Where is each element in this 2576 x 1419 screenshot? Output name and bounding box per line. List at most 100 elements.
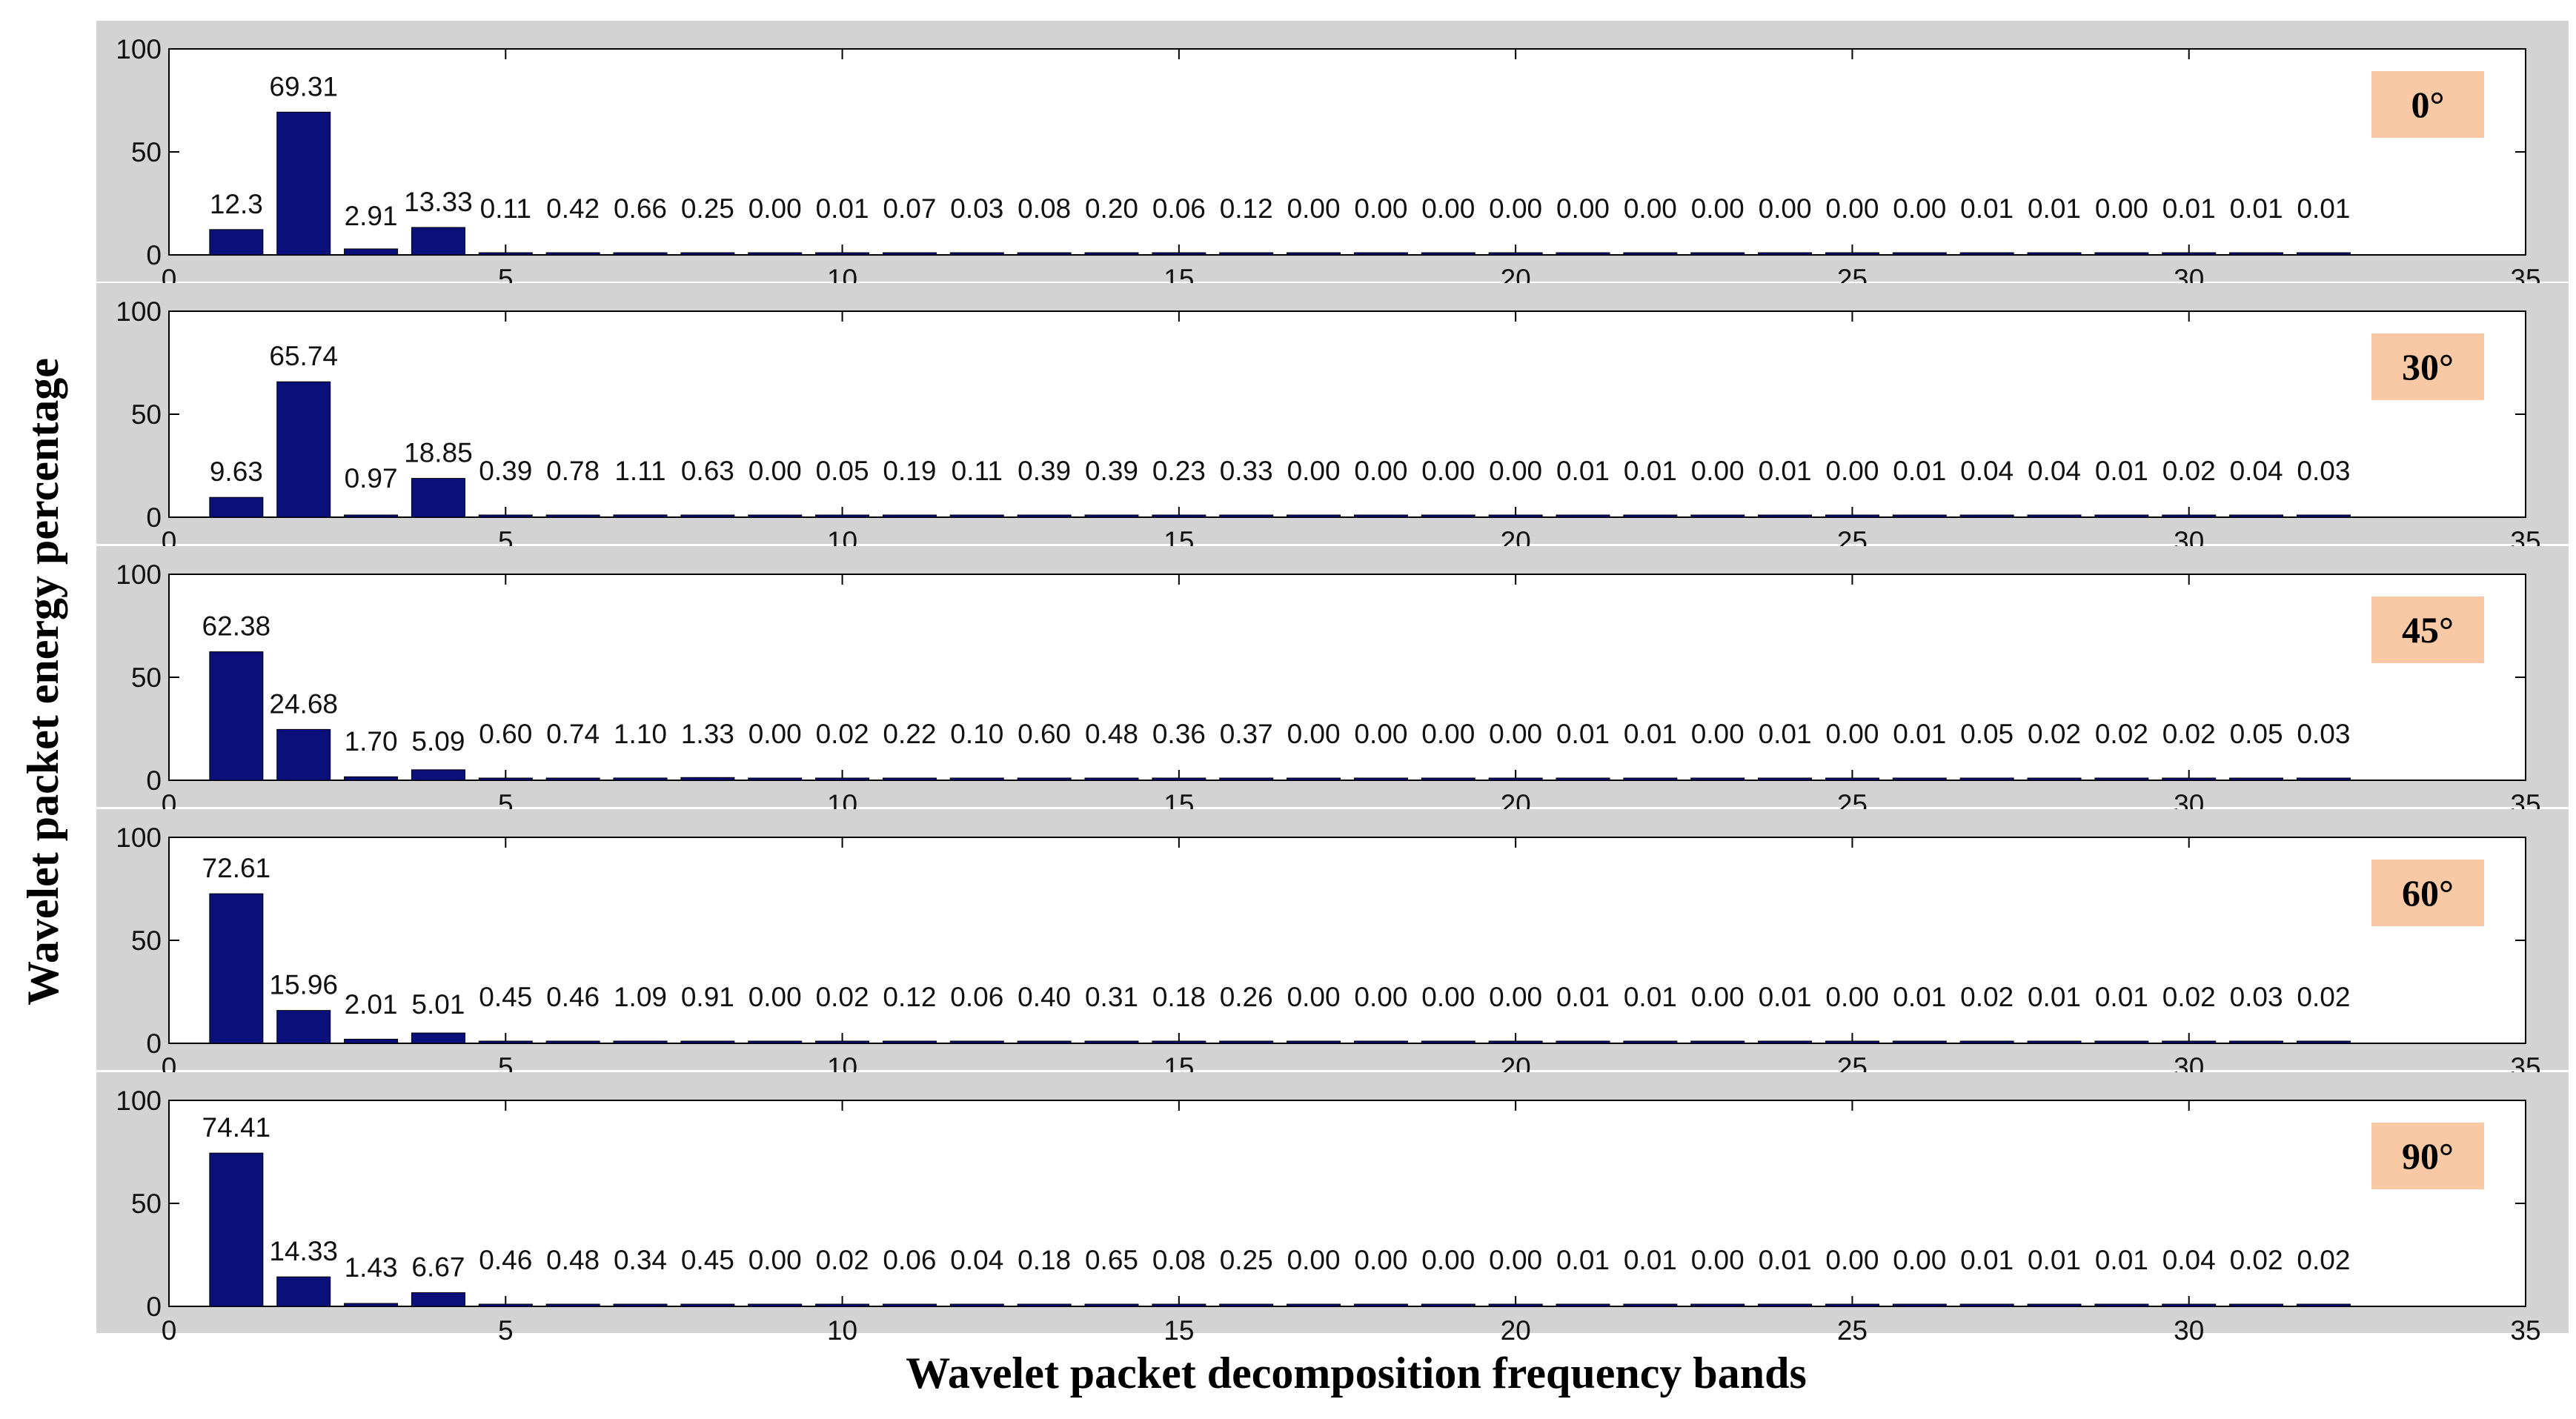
bar: [1287, 514, 1341, 518]
angle-box: [2371, 596, 2484, 663]
data-label: 0.01: [1556, 982, 1610, 1012]
bar: [2027, 1040, 2082, 1044]
data-label: 0.00: [1354, 456, 1407, 486]
bar: [545, 1040, 600, 1044]
bar: [2162, 252, 2217, 256]
plot-area: [168, 310, 2526, 518]
bar: [748, 1040, 803, 1044]
data-label: 0.18: [1152, 982, 1206, 1012]
bar: [680, 1040, 735, 1044]
bar: [1219, 1303, 1274, 1307]
bar: [344, 776, 399, 781]
bar: [344, 1038, 399, 1044]
bar: [748, 514, 803, 518]
bar: [2094, 777, 2149, 781]
data-label: 0.48: [546, 1245, 600, 1275]
bar: [545, 1303, 600, 1307]
data-label: 1.70: [345, 726, 398, 757]
bar: [411, 1032, 465, 1044]
y-axis-label: Wavelet packet energy percentage: [19, 358, 67, 1006]
bar: [882, 777, 937, 781]
bar: [1287, 1303, 1341, 1307]
data-label: 0.02: [2162, 982, 2216, 1012]
x-axis-label: Wavelet packet decomposition frequency b…: [906, 1349, 1807, 1398]
bar: [276, 1010, 331, 1044]
x-tick-label: 15: [1163, 1315, 1194, 1346]
bar: [1219, 514, 1274, 518]
data-label: 0.11: [952, 456, 1003, 486]
bar: [949, 252, 1004, 256]
data-label: 0.00: [748, 193, 802, 224]
data-label: 0.01: [1624, 1245, 1677, 1275]
data-label: 0.01: [1960, 1245, 2014, 1275]
data-label: 0.20: [1085, 193, 1138, 224]
y-tick-label: 0: [146, 240, 162, 270]
bar: [882, 252, 937, 256]
bar: [882, 1040, 937, 1044]
bar: [478, 777, 533, 781]
bar: [949, 514, 1004, 518]
data-label: 0.39: [479, 456, 532, 486]
plot-area: [168, 1100, 2526, 1307]
bar: [478, 252, 533, 256]
data-label: 0.39: [1085, 456, 1138, 486]
bar: [1623, 1303, 1678, 1307]
data-label: 0.01: [1893, 719, 1946, 749]
bar: [344, 1303, 399, 1307]
bar: [2027, 777, 2082, 781]
data-label: 0.02: [2297, 982, 2350, 1012]
bar: [2094, 1303, 2149, 1307]
bar: [2229, 777, 2284, 781]
bar: [344, 514, 399, 518]
bar: [1084, 1303, 1139, 1307]
bar: [411, 1292, 465, 1307]
bar: [1353, 777, 1408, 781]
bar: [1084, 252, 1139, 256]
bar: [2027, 252, 2082, 256]
bar: [2229, 1303, 2284, 1307]
data-label: 0.00: [1421, 982, 1475, 1012]
data-label: 1.10: [614, 719, 667, 749]
data-label: 0.00: [1354, 982, 1407, 1012]
bar: [1219, 777, 1274, 781]
y-tick-label: 0: [146, 765, 162, 796]
data-label: 0.00: [1287, 456, 1341, 486]
data-label: 0.07: [883, 193, 936, 224]
y-tick-label: 0: [146, 1292, 162, 1322]
data-label: 9.63: [210, 456, 263, 487]
bar: [1825, 1303, 1879, 1307]
data-label: 0.01: [1759, 719, 1812, 749]
bar: [1556, 514, 1610, 518]
panel-1: 0 5 10 15 20 25 30 350501009.6365.740.9718.850.…: [96, 283, 2569, 556]
bar: [1353, 1303, 1408, 1307]
bar: [1758, 777, 1813, 781]
x-tick-label: 10: [827, 1315, 857, 1346]
data-label: 0.01: [1759, 982, 1812, 1012]
y-tick-label: 50: [131, 137, 162, 167]
bar: [1219, 1040, 1274, 1044]
data-label: 0.60: [479, 719, 532, 749]
data-label: 0.11: [480, 193, 531, 224]
data-label: 0.00: [1287, 982, 1341, 1012]
data-label: 0.74: [546, 719, 600, 749]
bar: [1488, 777, 1543, 781]
bar: [1892, 252, 1947, 256]
bar: [1152, 252, 1206, 256]
y-tick-label: 50: [131, 1189, 162, 1219]
bar: [1017, 514, 1072, 518]
data-label: 15.96: [269, 970, 338, 1000]
data-label: 1.09: [614, 982, 667, 1012]
x-tick-label: 25: [1837, 1315, 1868, 1346]
data-label: 0.01: [2028, 193, 2081, 224]
data-label: 0.45: [479, 982, 532, 1012]
data-label: 0.00: [748, 456, 802, 486]
bar: [882, 1303, 937, 1307]
bar: [2094, 252, 2149, 256]
data-label: 0.01: [1556, 1245, 1610, 1275]
data-label: 0.01: [2162, 193, 2216, 224]
data-label: 0.04: [950, 1245, 1003, 1275]
data-label: 0.63: [681, 456, 734, 486]
y-tick-label: 50: [131, 399, 162, 430]
bar: [1287, 777, 1341, 781]
data-label: 0.02: [1960, 982, 2014, 1012]
